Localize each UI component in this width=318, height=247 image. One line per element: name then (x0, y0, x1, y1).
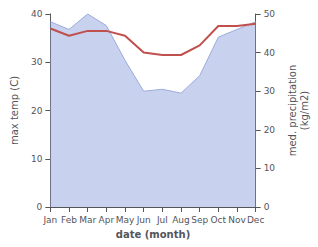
svg-text:Jan: Jan (42, 215, 57, 225)
svg-text:May: May (116, 215, 135, 225)
svg-text:med. precipitation: med. precipitation (287, 65, 298, 157)
svg-text:30: 30 (264, 86, 276, 96)
svg-text:Sep: Sep (191, 215, 208, 225)
svg-text:10: 10 (31, 154, 43, 164)
svg-text:Jun: Jun (136, 215, 151, 225)
svg-text:date (month): date (month) (116, 229, 190, 240)
svg-text:30: 30 (31, 57, 43, 67)
svg-text:0: 0 (264, 202, 270, 212)
svg-text:20: 20 (31, 106, 43, 116)
svg-text:Mar: Mar (79, 215, 96, 225)
svg-text:40: 40 (264, 48, 276, 58)
svg-text:Feb: Feb (61, 215, 77, 225)
svg-text:50: 50 (264, 9, 276, 19)
svg-text:Dec: Dec (247, 215, 264, 225)
svg-text:Nov: Nov (228, 215, 246, 225)
svg-text:20: 20 (264, 125, 276, 135)
svg-text:Oct: Oct (211, 215, 227, 225)
svg-text:Apr: Apr (99, 215, 115, 225)
svg-text:(kg/m2): (kg/m2) (299, 91, 310, 131)
svg-text:Jul: Jul (156, 215, 168, 225)
svg-text:max temp (C): max temp (C) (9, 76, 20, 145)
svg-text:40: 40 (31, 9, 43, 19)
svg-text:10: 10 (264, 163, 276, 173)
svg-text:Aug: Aug (172, 215, 190, 225)
svg-text:0: 0 (37, 202, 43, 212)
